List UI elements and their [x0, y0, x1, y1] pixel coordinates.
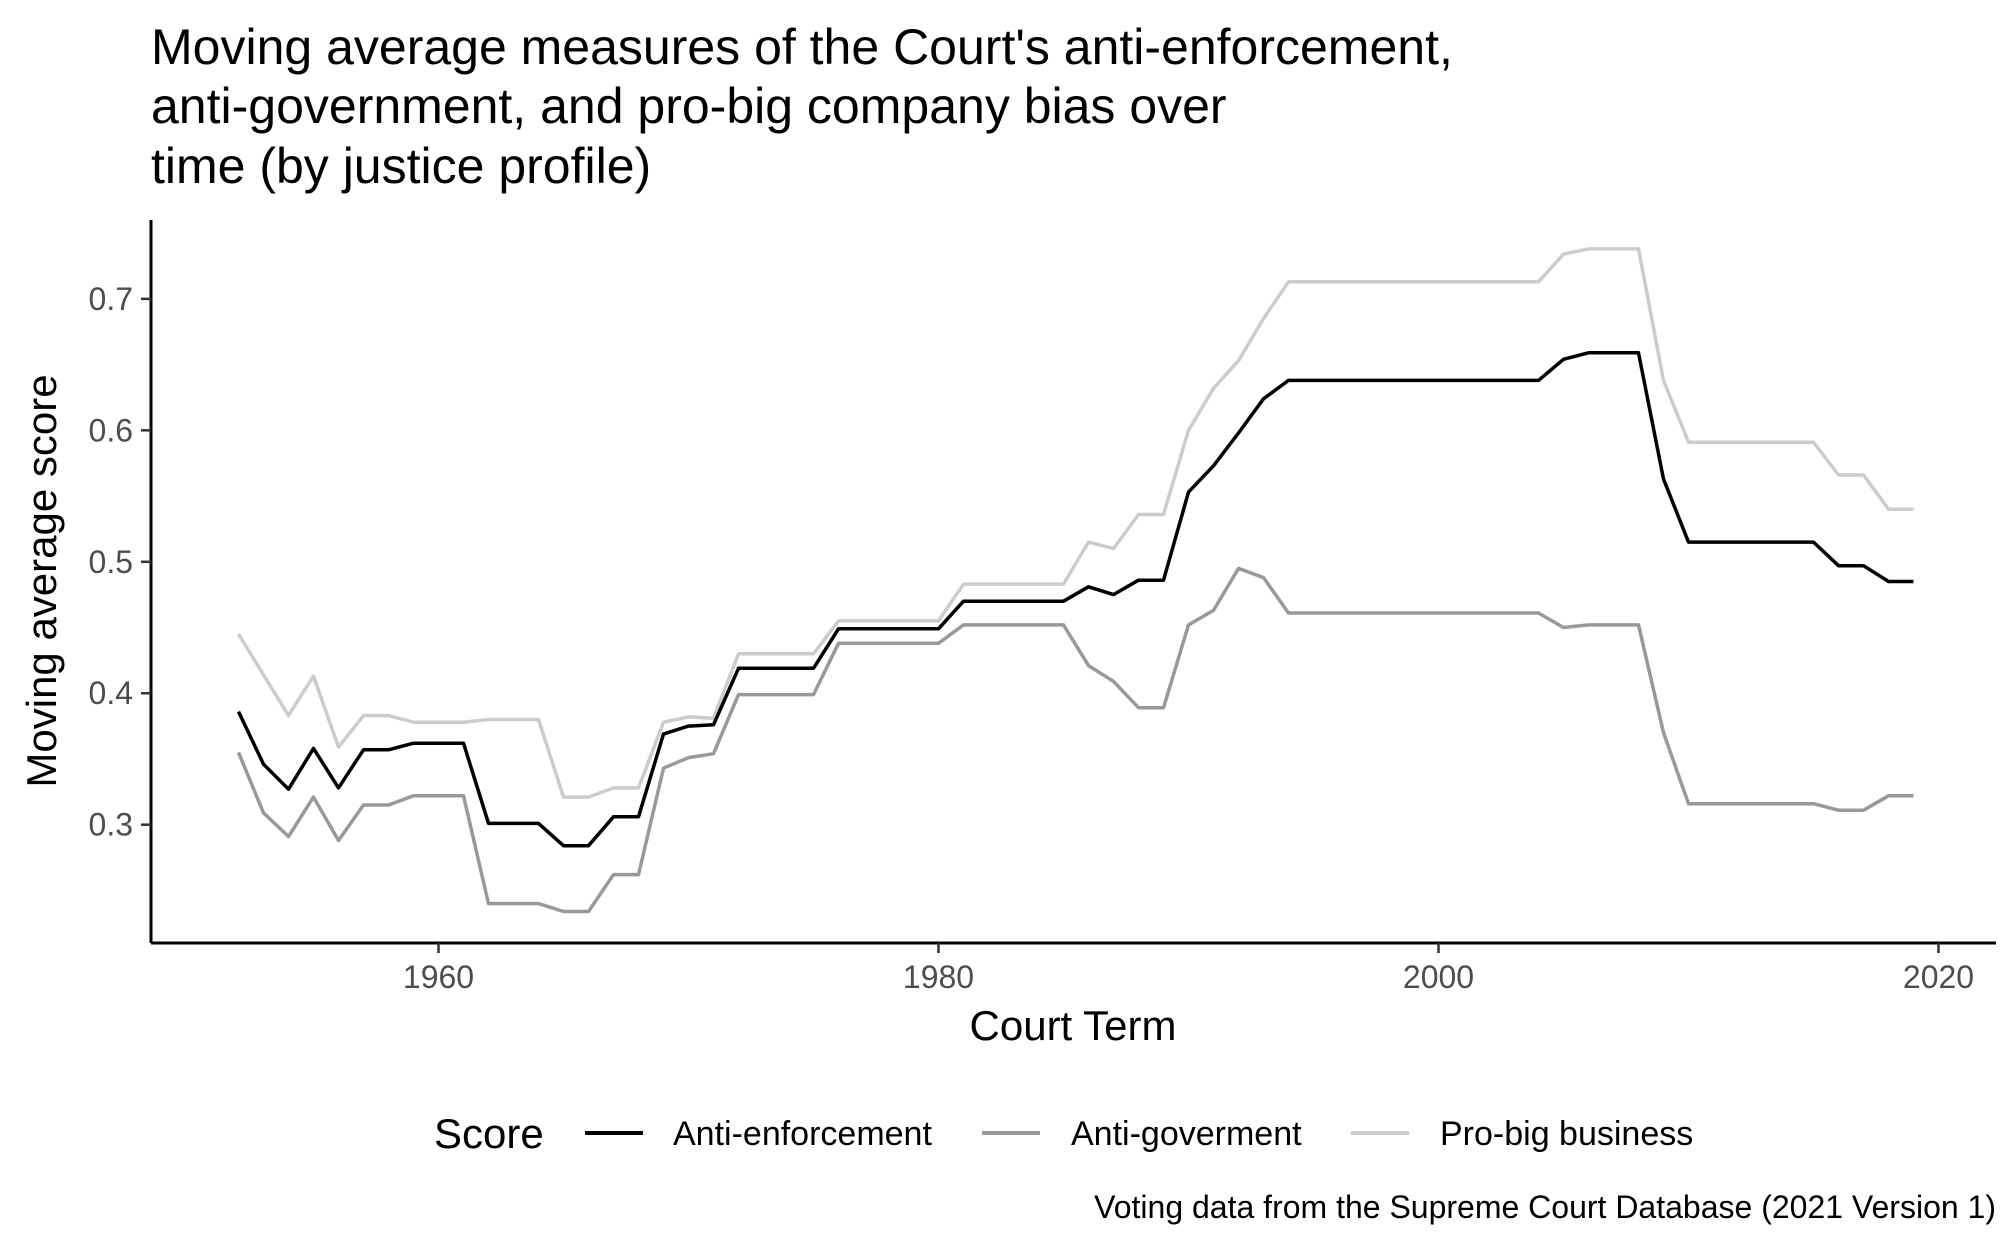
chart-title-line-3: time (by justice profile) — [151, 138, 651, 194]
y-tick-label: 0.6 — [89, 412, 133, 448]
series-line-pro-big-business — [237, 247, 1914, 799]
chart-title-line-1: Moving average measures of the Court's a… — [151, 19, 1453, 75]
series-line-anti-enforcement — [236, 351, 1914, 848]
chart-title-line-2: anti-government, and pro-big company bia… — [151, 78, 1227, 134]
y-tick-label: 0.4 — [89, 675, 133, 711]
x-tick-label: 2020 — [1903, 959, 1974, 995]
x-tick-label: 1960 — [403, 959, 474, 995]
legend-title: Score — [434, 1110, 544, 1157]
x-tick-label: 1980 — [903, 959, 974, 995]
series-line-anti-goverment — [236, 566, 1914, 914]
x-tick-label: 2000 — [1403, 959, 1474, 995]
legend-label-anti-enforcement: Anti-enforcement — [673, 1115, 932, 1153]
y-axis-ticks: 0.3 0.4 0.5 0.6 0.7 — [89, 281, 151, 843]
legend-label-pro-big-business: Pro-big business — [1440, 1115, 1693, 1153]
legend-label-anti-goverment: Anti-goverment — [1071, 1115, 1302, 1153]
y-tick-label: 0.7 — [89, 281, 133, 317]
y-tick-label: 0.3 — [89, 807, 133, 843]
plot-area — [236, 247, 1914, 914]
legend: Score Anti-enforcement Anti-goverment Pr… — [434, 1110, 1693, 1157]
x-axis-title: Court Term — [970, 1002, 1177, 1049]
caption: Voting data from the Supreme Court Datab… — [1094, 1189, 1996, 1225]
y-axis-title: Moving average score — [18, 374, 65, 787]
chart-title: Moving average measures of the Court's a… — [151, 19, 1453, 194]
x-axis-ticks: 1960 1980 2000 2020 — [403, 943, 1974, 995]
y-tick-label: 0.5 — [89, 544, 133, 580]
